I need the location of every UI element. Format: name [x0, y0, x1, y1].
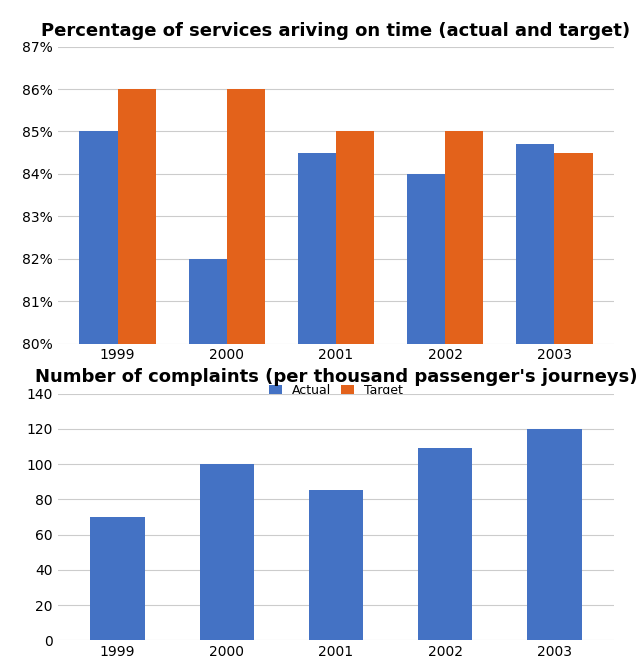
Title: Number of complaints (per thousand passenger's journeys): Number of complaints (per thousand passe…: [35, 368, 637, 386]
Bar: [200, 464, 254, 640]
Bar: [418, 448, 472, 640]
Title: Percentage of services ariving on time (actual and target): Percentage of services ariving on time (…: [42, 21, 630, 39]
Bar: [118, 89, 156, 667]
Bar: [227, 89, 265, 667]
Bar: [554, 153, 593, 667]
Bar: [79, 131, 118, 667]
Bar: [527, 429, 582, 640]
Bar: [189, 259, 227, 667]
Bar: [445, 131, 483, 667]
Bar: [298, 153, 336, 667]
Bar: [90, 517, 145, 640]
Bar: [516, 144, 554, 667]
Bar: [407, 174, 445, 667]
Legend: Actual, Target: Actual, Target: [264, 380, 408, 402]
Bar: [308, 490, 364, 640]
Bar: [336, 131, 374, 667]
